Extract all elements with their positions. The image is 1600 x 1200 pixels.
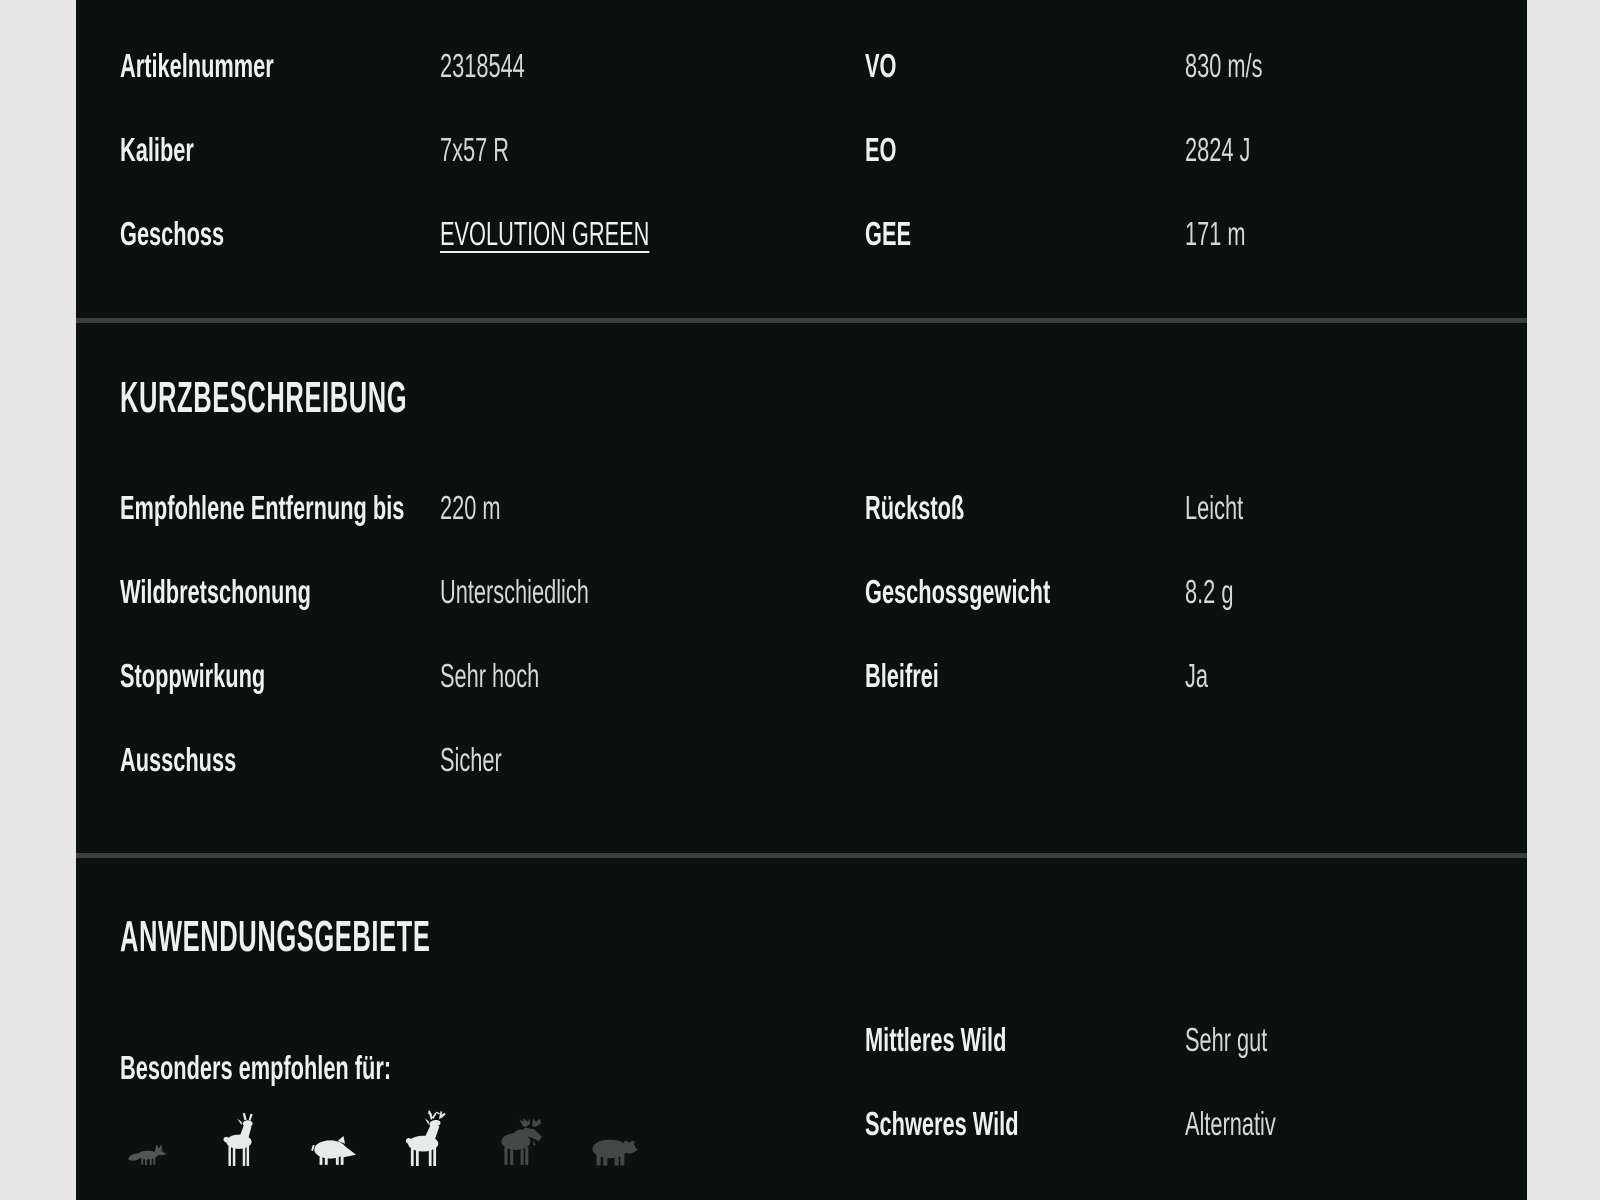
spec-label: Geschoss [120,215,225,252]
spec-label: Artikelnummer [120,47,274,84]
spec-label: Ausschuss [120,741,237,778]
anwendungsgebiete-heading: ANWENDUNGSGEBIETE [120,912,431,961]
rating-value: Alternativ [1185,1105,1276,1142]
spec-value: 8.2 g [1185,573,1234,610]
bear-icon [565,1108,658,1166]
geschoss-link[interactable]: EVOLUTION GREEN [440,215,650,252]
section-divider [76,318,1527,323]
spec-row: Artikelnummer 2318544 VO 830 m/s [120,24,1483,108]
kurzbeschreibung-rows: Empfohlene Entfernung bis 220 m Rückstoß Le… [120,466,1483,802]
spec-row: Ausschuss Sicher [120,718,1483,802]
kurzbeschreibung-heading: KURZBESCHREIBUNG [120,373,408,422]
red-deer-icon [379,1108,472,1166]
anwendungsgebiete-ratings: Mittleres Wild Sehr gut Schweres Wild Alter… [865,998,1483,1166]
spec-value: 2824 J [1185,131,1251,168]
animal-icons-row [100,1108,658,1166]
spec-value: Leicht [1185,489,1244,526]
spec-value: Sehr hoch [440,657,540,694]
spec-row: Empfohlene Entfernung bis 220 m Rückstoß Le… [120,466,1483,550]
spec-label: Wildbretschonung [120,573,311,610]
spec-label: VO [865,47,897,84]
spec-row: Kaliber 7x57 R EO 2824 J [120,108,1483,192]
fox-icon [100,1108,193,1166]
moose-icon [472,1108,565,1166]
rating-row: Schweres Wild Alternativ [865,1082,1483,1166]
spec-label: Stoppwirkung [120,657,266,694]
section-divider [76,853,1527,858]
spec-row: Stoppwirkung Sehr hoch Bleifrei Ja [120,634,1483,718]
spec-label: Rückstoß [865,489,965,526]
recommended-for-label: Besonders empfohlen für: [120,1049,392,1086]
spec-label: GEE [865,215,912,252]
spec-value: Ja [1185,657,1209,694]
top-specs-rows: Artikelnummer 2318544 VO 830 m/s Kaliber 7x57… [120,24,1483,276]
wild-boar-icon [286,1108,379,1166]
rating-value: Sehr gut [1185,1021,1268,1058]
spec-value: Sicher [440,741,502,778]
rating-row: Mittleres Wild Sehr gut [865,998,1483,1082]
spec-value: 7x57 R [440,131,510,168]
spec-label: Bleifrei [865,657,939,694]
spec-label: Empfohlene Entfernung bis [120,489,405,526]
spec-label: Geschossgewicht [865,573,1051,610]
roe-deer-icon [193,1108,286,1166]
spec-value: Unterschiedlich [440,573,589,610]
spec-value: 2318544 [440,47,525,84]
rating-label: Schweres Wild [865,1105,1019,1142]
spec-label: Kaliber [120,131,194,168]
spec-value: 220 m [440,489,501,526]
spec-value: 830 m/s [1185,47,1263,84]
spec-row: Wildbretschonung Unterschiedlich Geschossg… [120,550,1483,634]
spec-value: 171 m [1185,215,1246,252]
rating-label: Mittleres Wild [865,1021,1007,1058]
spec-value: EVOLUTION GREEN [440,215,865,253]
spec-label: EO [865,131,897,168]
product-spec-panel: Artikelnummer 2318544 VO 830 m/s Kaliber 7x57… [76,0,1527,1200]
spec-row: Geschoss EVOLUTION GREEN GEE 171 m [120,192,1483,276]
